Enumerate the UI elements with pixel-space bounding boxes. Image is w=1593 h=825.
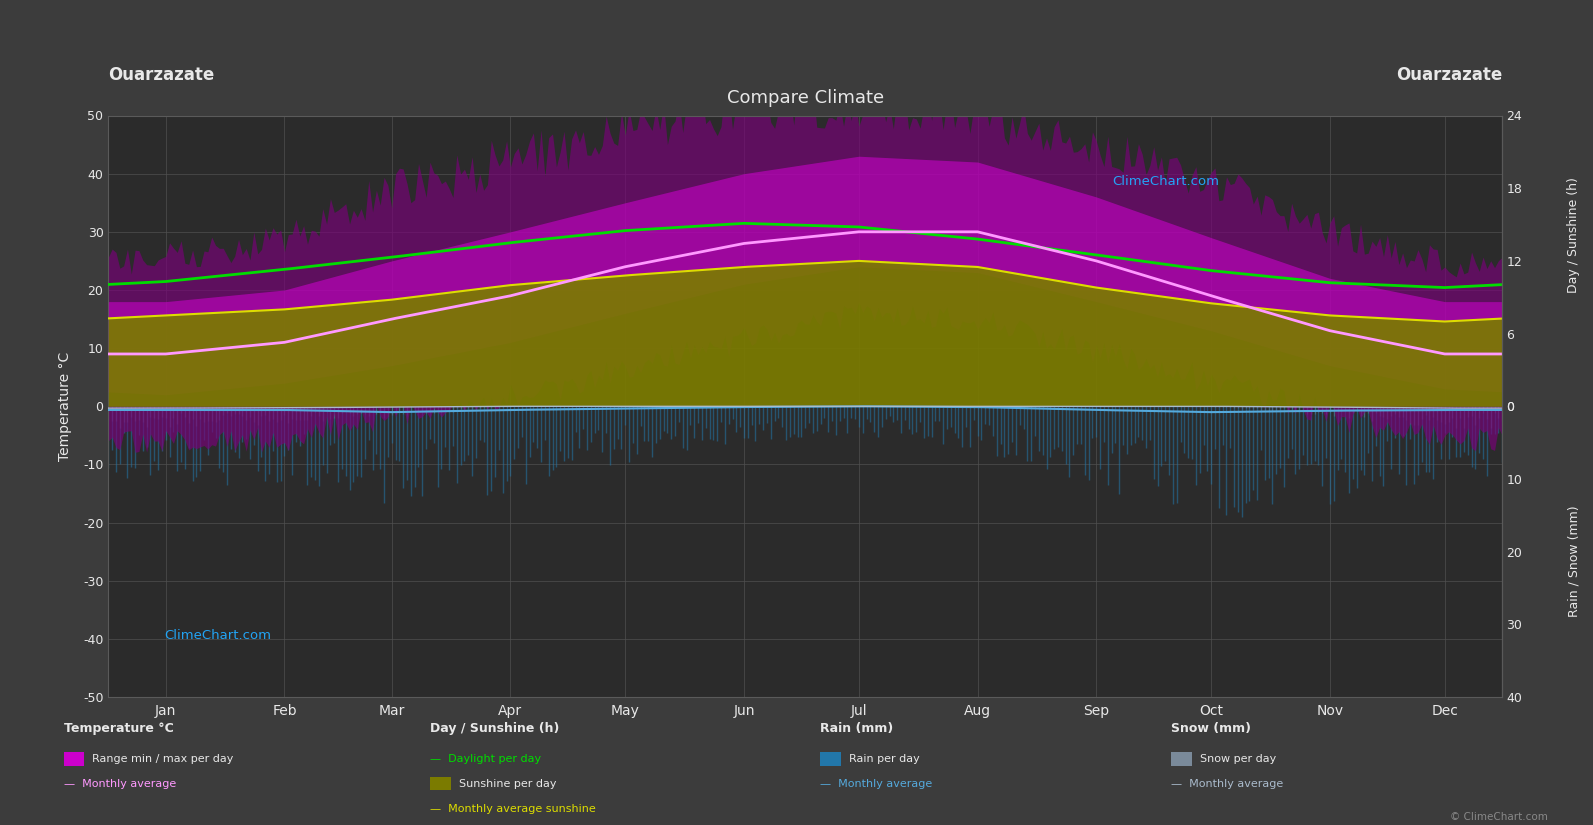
Text: —  Monthly average: — Monthly average	[820, 779, 932, 789]
Text: —  Monthly average: — Monthly average	[1171, 779, 1282, 789]
Text: Day / Sunshine (h): Day / Sunshine (h)	[430, 722, 559, 735]
Text: Ouarzazate: Ouarzazate	[1395, 65, 1502, 83]
Text: Rain / Snow (mm): Rain / Snow (mm)	[1568, 505, 1580, 617]
Text: Temperature °C: Temperature °C	[64, 722, 174, 735]
Text: Day / Sunshine (h): Day / Sunshine (h)	[1568, 177, 1580, 293]
Title: Compare Climate: Compare Climate	[726, 89, 884, 107]
Text: Snow (mm): Snow (mm)	[1171, 722, 1251, 735]
Text: Ouarzazate: Ouarzazate	[108, 65, 215, 83]
Text: —  Monthly average: — Monthly average	[64, 779, 175, 789]
Text: Snow per day: Snow per day	[1200, 754, 1276, 764]
Text: ClimeChart.com: ClimeChart.com	[164, 629, 271, 642]
Text: Rain (mm): Rain (mm)	[820, 722, 894, 735]
Text: —  Daylight per day: — Daylight per day	[430, 754, 542, 764]
Y-axis label: Temperature °C: Temperature °C	[57, 351, 72, 461]
Text: ClimeChart.com: ClimeChart.com	[1112, 175, 1219, 188]
Text: © ClimeChart.com: © ClimeChart.com	[1450, 812, 1547, 822]
Text: Sunshine per day: Sunshine per day	[459, 779, 556, 789]
Text: Rain per day: Rain per day	[849, 754, 919, 764]
Text: Range min / max per day: Range min / max per day	[92, 754, 234, 764]
Text: —  Monthly average sunshine: — Monthly average sunshine	[430, 804, 596, 813]
